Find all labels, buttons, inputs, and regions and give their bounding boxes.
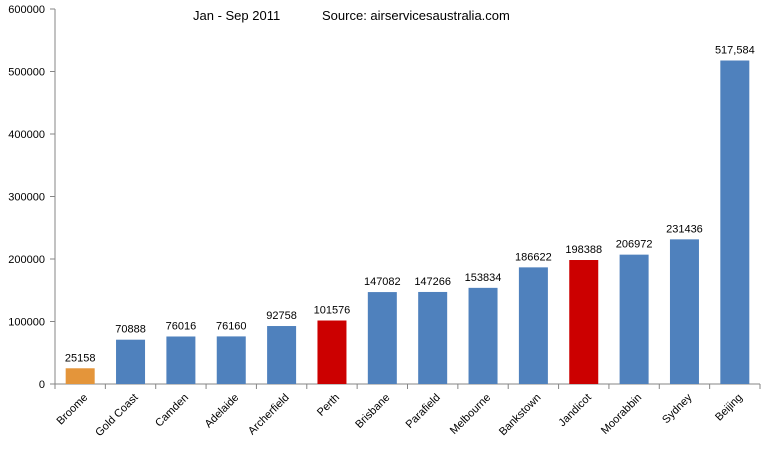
chart-title-group: Jan - Sep 2011 Source: airservicesaustra… (193, 8, 510, 23)
y-tick-label: 100000 (8, 317, 45, 329)
bar-parafield (418, 291, 448, 384)
bar-broome (65, 368, 95, 384)
data-label: 92758 (266, 310, 297, 322)
y-tick-label: 400000 (8, 129, 45, 141)
x-tick-label: Moorabbin (599, 392, 644, 437)
chart-subtitle: Source: airservicesaustralia.com (322, 8, 510, 23)
y-tick-label: 200000 (8, 254, 45, 266)
bar-adelaide (216, 336, 246, 384)
y-tick-label: 500000 (8, 67, 45, 79)
x-tick-label: Brisbane (353, 392, 392, 431)
bar-camden (166, 336, 196, 384)
data-label: 231436 (666, 223, 703, 235)
bar-sydney (669, 239, 699, 384)
x-tick-label: Parafield (404, 392, 443, 431)
data-label: 147266 (414, 276, 451, 288)
data-label: 206972 (616, 239, 653, 251)
x-tick-label: Perth (315, 392, 342, 419)
data-labels: 25158 70888 76016 76160 92758 101576 147082 147… (65, 45, 755, 365)
x-axis: Broome Gold Coast Camden Adelaide Archerfiel… (54, 383, 761, 439)
data-label: 101576 (314, 305, 351, 317)
x-tick-label: Beijing (713, 392, 745, 424)
data-label: 76160 (216, 320, 247, 332)
data-label: 517,584 (715, 45, 755, 57)
x-tick-label: Bankstown (497, 392, 544, 439)
data-label: 76016 (166, 320, 197, 332)
bar-perth (317, 320, 347, 384)
bar-series (65, 60, 750, 384)
data-label: 186622 (515, 251, 552, 263)
data-label: 198388 (565, 244, 602, 256)
data-label: 153834 (465, 272, 502, 284)
bar-melbourne (468, 287, 498, 384)
bar-jandicot (569, 260, 599, 384)
data-label: 25158 (65, 352, 96, 364)
y-axis: 0 100000 200000 300000 400000 500000 600000 (8, 4, 56, 391)
y-tick-label: 600000 (8, 4, 45, 16)
x-tick-label: Gold Coast (93, 392, 140, 439)
x-tick-label: Camden (153, 392, 191, 430)
data-label: 70888 (115, 324, 146, 336)
x-tick-label: Archerfield (246, 392, 292, 438)
bar-brisbane (367, 292, 397, 384)
x-tick-label: Jandicot (556, 392, 593, 429)
bar-bankstown (518, 267, 548, 384)
chart-title: Jan - Sep 2011 (193, 8, 280, 23)
y-tick-label: 300000 (8, 192, 45, 204)
x-tick-label: Broome (55, 392, 91, 428)
bar-beijing (720, 60, 750, 384)
bar-gold-coast (116, 339, 146, 384)
data-label: 147082 (364, 276, 401, 288)
x-tick-label: Adelaide (203, 392, 242, 431)
bar-moorabbin (619, 254, 649, 384)
bar-archerfield (267, 326, 297, 384)
x-tick-label: Sydney (660, 391, 695, 426)
x-tick-label: Melbourne (448, 392, 493, 437)
y-tick-label: 0 (39, 379, 45, 391)
